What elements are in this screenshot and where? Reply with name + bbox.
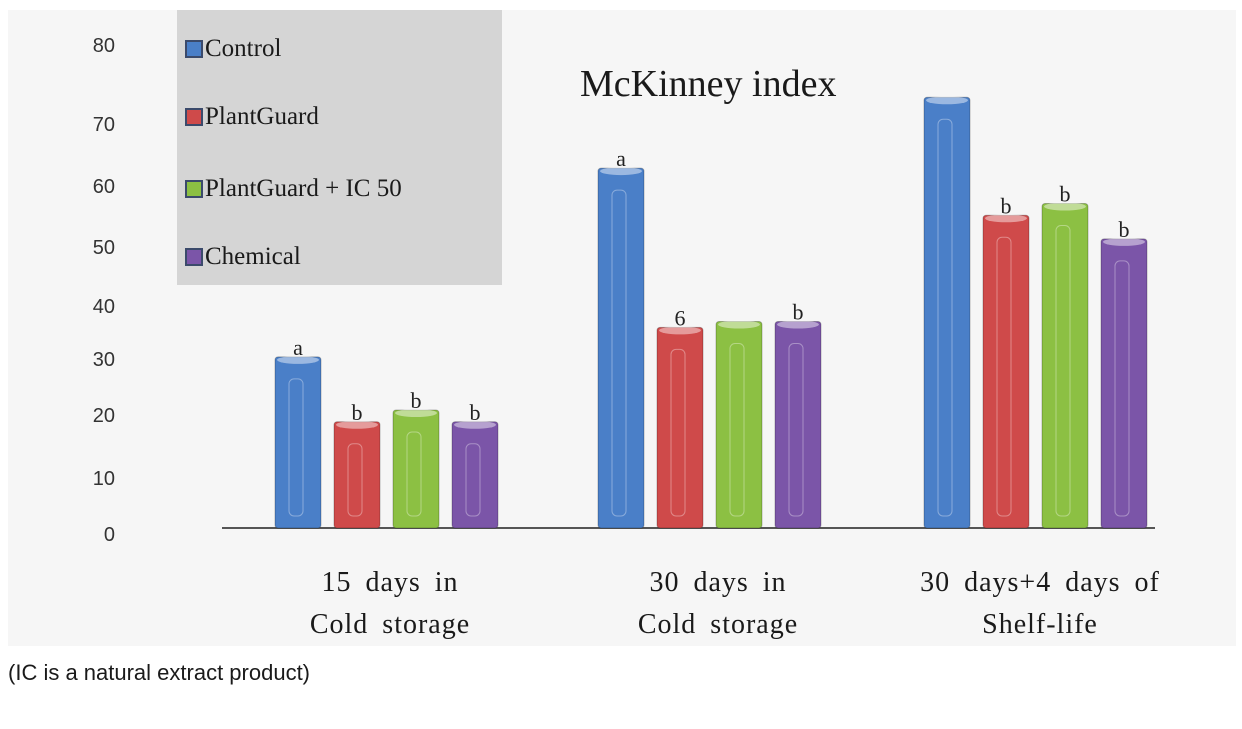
- y-tick-label: 0: [103, 524, 115, 546]
- bar-cap-highlight: [336, 420, 378, 429]
- bar-inner-highlight: [670, 348, 686, 517]
- bar-cap-highlight: [1103, 237, 1145, 246]
- data-label: b: [411, 388, 422, 413]
- bar-chemical: [774, 321, 822, 529]
- bars-group: a a b 6 b b b b b b: [274, 96, 1148, 529]
- chart-title: McKinney index: [580, 63, 837, 105]
- x-category-label: 30 days+4 days of Shelf-life: [880, 562, 1200, 646]
- data-label: b: [1119, 217, 1130, 242]
- legend: Control PlantGuard PlantGuard + IC 50 Ch…: [177, 10, 502, 285]
- bar-plantguard-ic50: [1041, 203, 1089, 529]
- legend-label-plantguard: PlantGuard: [205, 103, 319, 130]
- x-category-line1: 15 days in: [321, 567, 459, 598]
- bar-inner-highlight: [788, 343, 804, 517]
- y-tick-label: 50: [92, 237, 115, 259]
- legend-swatch-chemical: [185, 248, 203, 266]
- bar-inner-highlight: [611, 189, 627, 517]
- bar-inner-highlight: [729, 343, 745, 517]
- bar-cap-highlight: [926, 96, 968, 105]
- x-category-label: 15 days in Cold storage: [270, 562, 510, 646]
- x-category-label: 30 days in Cold storage: [598, 562, 838, 646]
- bar-cap-highlight: [600, 167, 642, 176]
- y-tick-label: 30: [92, 349, 115, 371]
- legend-label-control: Control: [205, 35, 282, 62]
- bar-inner-highlight: [937, 118, 953, 517]
- bar-cap-highlight: [395, 409, 437, 417]
- x-category-line2: Cold storage: [309, 609, 471, 640]
- bar-plantguard-ic50: [392, 409, 440, 529]
- data-label: b: [470, 400, 481, 425]
- bar-inner-highlight: [406, 431, 422, 517]
- bar-inner-highlight: [347, 443, 363, 517]
- bar-control: [274, 356, 322, 529]
- bar-cap-highlight: [718, 320, 760, 329]
- legend-swatch-plantguard: [185, 108, 203, 126]
- bar-cap-highlight: [277, 355, 319, 364]
- bar-inner-highlight: [1114, 260, 1130, 517]
- legend-swatch-plantguard-ic50: [185, 180, 203, 198]
- bar-chemical: [451, 421, 499, 529]
- bar-inner-highlight: [465, 443, 481, 517]
- bar-inner-highlight: [996, 236, 1012, 517]
- bar-cap-highlight: [659, 326, 701, 335]
- bar-plantguard-ic50: [715, 321, 763, 529]
- bar-plantguard: [982, 214, 1030, 529]
- data-label: b: [1001, 193, 1012, 218]
- data-label: b: [352, 400, 363, 425]
- data-label: a: [616, 146, 626, 171]
- legend-label-chemical: Chemical: [205, 243, 301, 270]
- bar-cap-highlight: [985, 214, 1027, 223]
- bar-plantguard: [656, 326, 704, 529]
- bar-cap-highlight: [454, 420, 496, 429]
- figure-caption: (IC is a natural extract product): [8, 660, 311, 685]
- y-tick-label: 70: [92, 114, 115, 136]
- data-label: b: [1060, 182, 1071, 207]
- y-tick-label: 80: [92, 35, 115, 57]
- legend-label-plantguard-ic50: PlantGuard + IC 50: [205, 175, 402, 202]
- bar-cap-highlight: [777, 320, 819, 329]
- x-category-line2: Shelf-life: [982, 609, 1098, 640]
- bar-chemical: [1100, 238, 1148, 529]
- data-label: 6: [675, 305, 686, 330]
- x-category-line1: 30 days+4 days of: [920, 567, 1160, 598]
- bar-inner-highlight: [288, 378, 304, 517]
- legend-item-control: Control: [185, 35, 281, 63]
- legend-item-plantguard-ic50: PlantGuard + IC 50: [185, 175, 402, 203]
- bar-inner-highlight: [1055, 225, 1071, 517]
- x-category-line2: Cold storage: [637, 609, 799, 640]
- y-tick-label: 10: [92, 468, 115, 490]
- bar-cap-highlight: [1044, 202, 1086, 211]
- y-tick-label: 40: [92, 296, 115, 318]
- bar-plantguard: [333, 421, 381, 529]
- data-label: a: [293, 335, 303, 360]
- data-label: b: [793, 300, 804, 325]
- y-tick-label: 20: [92, 405, 115, 427]
- x-category-line1: 30 days in: [649, 567, 787, 598]
- legend-swatch-control: [185, 40, 203, 58]
- legend-item-chemical: Chemical: [185, 243, 301, 271]
- bar-control: [597, 167, 645, 529]
- bar-control: [923, 96, 971, 529]
- legend-item-plantguard: PlantGuard: [185, 103, 319, 131]
- y-tick-label: 60: [92, 176, 115, 198]
